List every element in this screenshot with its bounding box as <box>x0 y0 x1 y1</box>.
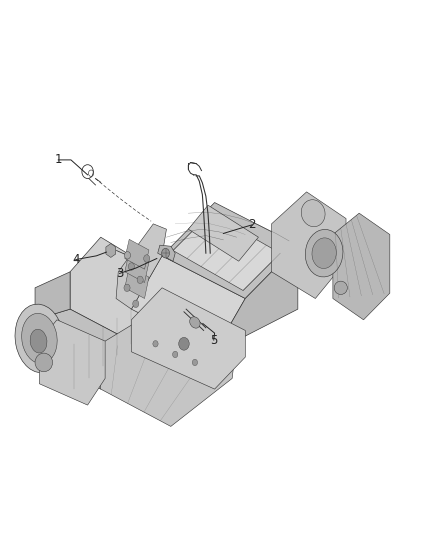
Ellipse shape <box>35 353 53 372</box>
Ellipse shape <box>190 317 200 328</box>
Polygon shape <box>173 213 280 290</box>
Ellipse shape <box>21 313 57 364</box>
Circle shape <box>137 276 143 284</box>
Circle shape <box>173 351 178 358</box>
Circle shape <box>133 300 139 308</box>
Polygon shape <box>35 309 136 389</box>
Polygon shape <box>116 224 166 309</box>
Circle shape <box>179 337 189 350</box>
Ellipse shape <box>15 304 64 373</box>
Polygon shape <box>70 237 166 344</box>
Ellipse shape <box>301 200 325 227</box>
Polygon shape <box>125 252 149 282</box>
Text: 1: 1 <box>54 154 62 166</box>
Polygon shape <box>125 239 149 269</box>
Text: 2: 2 <box>248 219 256 231</box>
Polygon shape <box>131 288 245 389</box>
Polygon shape <box>96 304 237 426</box>
Ellipse shape <box>305 229 343 277</box>
Ellipse shape <box>334 281 347 294</box>
Circle shape <box>153 341 158 347</box>
Polygon shape <box>272 192 346 298</box>
Text: 3: 3 <box>116 267 123 280</box>
Text: 5: 5 <box>210 334 217 346</box>
Polygon shape <box>35 272 70 320</box>
Polygon shape <box>188 205 258 261</box>
Polygon shape <box>125 266 149 298</box>
Circle shape <box>124 284 130 292</box>
Circle shape <box>124 252 131 259</box>
Polygon shape <box>131 256 245 352</box>
Polygon shape <box>162 203 298 298</box>
Polygon shape <box>158 245 175 261</box>
Ellipse shape <box>30 329 47 353</box>
Circle shape <box>162 248 170 258</box>
Text: 4: 4 <box>72 253 80 266</box>
Polygon shape <box>215 245 298 352</box>
Ellipse shape <box>312 238 336 269</box>
Circle shape <box>144 255 150 262</box>
Polygon shape <box>333 213 390 320</box>
Circle shape <box>128 263 134 270</box>
Polygon shape <box>39 320 105 405</box>
Circle shape <box>192 359 198 366</box>
